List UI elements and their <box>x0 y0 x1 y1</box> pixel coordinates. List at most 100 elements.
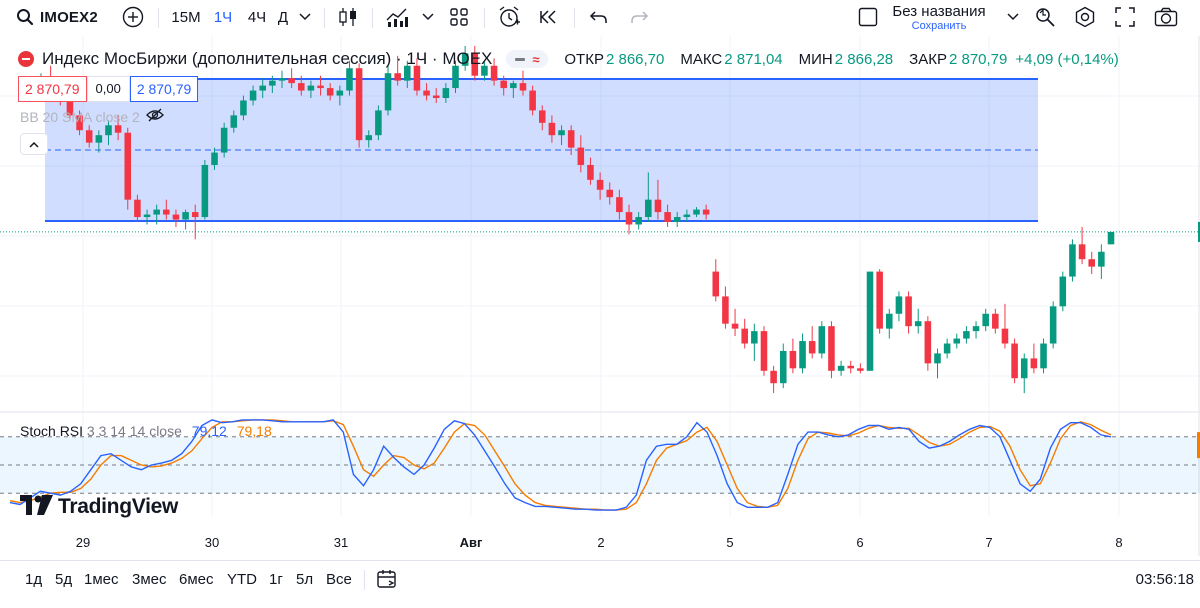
layout-dropdown[interactable] <box>1002 0 1024 34</box>
bb-indicator-legend[interactable]: BB 20 SMA close 2 <box>20 108 164 125</box>
time-axis[interactable]: 29 30 31 Авг 2 5 6 7 8 <box>0 530 1200 554</box>
alert-button[interactable] <box>494 0 524 34</box>
replay-icon <box>538 9 560 25</box>
candle-body <box>191 212 199 218</box>
candle <box>481 60 488 81</box>
time-label: 6 <box>856 535 864 550</box>
range-1d[interactable]: 1д <box>25 571 43 588</box>
symbol-search-button[interactable]: IMOEX2 <box>4 0 114 34</box>
candle-body <box>1001 328 1009 344</box>
snapshot-button[interactable] <box>1150 0 1182 34</box>
range-ytd[interactable]: YTD <box>227 571 257 588</box>
range-3m[interactable]: 3мес <box>132 571 167 588</box>
bb-legend-text: BB 20 SMA close 2 <box>20 108 140 125</box>
layout-title[interactable]: Без названия <box>892 3 986 20</box>
timeframe-4h[interactable]: 4Ч <box>247 8 267 26</box>
candle <box>249 85 257 106</box>
ohlc-close: ЗАКР 2 870,79 <box>909 50 1008 68</box>
candle <box>471 45 479 81</box>
time-label-month: Авг <box>459 535 483 550</box>
candle-body <box>471 53 479 76</box>
compare-symbol-button[interactable] <box>118 0 148 34</box>
layout-save-link[interactable]: Сохранить <box>911 20 967 32</box>
market-status-badge[interactable]: ≈ <box>506 50 549 68</box>
candle <box>114 115 122 141</box>
indicators-button[interactable] <box>382 0 412 34</box>
candle <box>500 75 507 96</box>
candle-body <box>751 331 758 344</box>
timeframe-15m[interactable]: 15М <box>171 8 201 26</box>
chart-canvas[interactable] <box>0 36 1200 556</box>
candle-body <box>510 83 517 89</box>
candle-body <box>924 321 932 364</box>
candle-body <box>201 164 209 218</box>
indicators-dropdown[interactable] <box>418 0 438 34</box>
candle <box>789 338 797 374</box>
candle-body <box>66 100 74 116</box>
ohlc-change: +4,09 (+0,14%) <box>1015 50 1119 68</box>
tradingview-logo[interactable]: TradingView <box>20 494 178 520</box>
range-1m[interactable]: 1мес <box>84 571 119 588</box>
candle <box>191 204 199 240</box>
candle <box>818 321 826 359</box>
timeframe-1h[interactable]: 1Ч <box>213 8 233 26</box>
quick-search-button[interactable] <box>1030 0 1060 34</box>
candle <box>510 80 517 98</box>
candle-body <box>529 90 536 111</box>
candle <box>1088 251 1095 275</box>
replay-button[interactable] <box>534 0 564 34</box>
toolbar-divider <box>324 8 325 28</box>
chart-type-button[interactable] <box>334 0 362 34</box>
candle <box>432 88 440 103</box>
buy-price-box[interactable]: 2 870,79 <box>129 76 199 102</box>
candle-body <box>172 214 180 220</box>
candle <box>558 125 565 146</box>
settings-button[interactable] <box>1070 0 1100 34</box>
bottom-divider <box>364 570 365 590</box>
goto-date-button[interactable] <box>376 568 398 594</box>
chart-pane[interactable] <box>0 36 1200 556</box>
legend-title[interactable]: Индекс МосБиржи (дополнительная сессия) … <box>42 49 493 68</box>
range-5y[interactable]: 5л <box>296 571 314 588</box>
chevron-down-icon <box>422 13 434 21</box>
checkbox-icon <box>858 7 878 27</box>
candle <box>654 179 662 220</box>
clock-time[interactable]: 03:56:18 <box>1135 571 1194 588</box>
candle <box>606 182 614 205</box>
candle <box>847 360 855 374</box>
toolbar-divider <box>574 8 575 28</box>
candle-body <box>731 323 739 329</box>
plus-circle-icon <box>122 6 144 28</box>
layout-select-checkbox[interactable] <box>854 0 882 34</box>
candle-body <box>702 209 710 215</box>
undo-button[interactable] <box>584 0 614 34</box>
chevron-up-icon <box>29 135 39 153</box>
candle <box>423 83 430 101</box>
candle <box>673 212 681 227</box>
fullscreen-button[interactable] <box>1110 0 1140 34</box>
sell-price-box[interactable]: 2 870,79 <box>18 76 87 102</box>
range-all[interactable]: Все <box>326 571 352 588</box>
redo-button[interactable] <box>624 0 654 34</box>
candle-body <box>596 179 604 190</box>
candle <box>529 85 536 116</box>
candle <box>394 55 401 86</box>
time-label: 2 <box>597 535 605 550</box>
candle <box>240 95 247 121</box>
timeframe-d[interactable]: Д <box>277 8 289 26</box>
candle-body <box>1011 343 1018 379</box>
candle <box>1011 338 1018 384</box>
layout-button[interactable] <box>444 0 474 34</box>
candle-body <box>886 313 893 329</box>
candle-body <box>259 85 266 91</box>
legend-collapse-button[interactable] <box>20 133 48 155</box>
candle-body <box>346 68 353 91</box>
redo-icon <box>629 9 649 25</box>
eye-hidden-icon[interactable] <box>145 108 164 125</box>
stoch-rsi-legend[interactable]: Stoch RSI 3 3 14 14 close 79,12 79,18 <box>20 423 272 439</box>
range-1y[interactable]: 1г <box>269 571 283 588</box>
range-5d[interactable]: 5д <box>55 571 73 588</box>
range-6m[interactable]: 6мес <box>179 571 214 588</box>
timeframe-dropdown[interactable] <box>294 0 316 34</box>
toolbar-divider <box>484 8 485 28</box>
